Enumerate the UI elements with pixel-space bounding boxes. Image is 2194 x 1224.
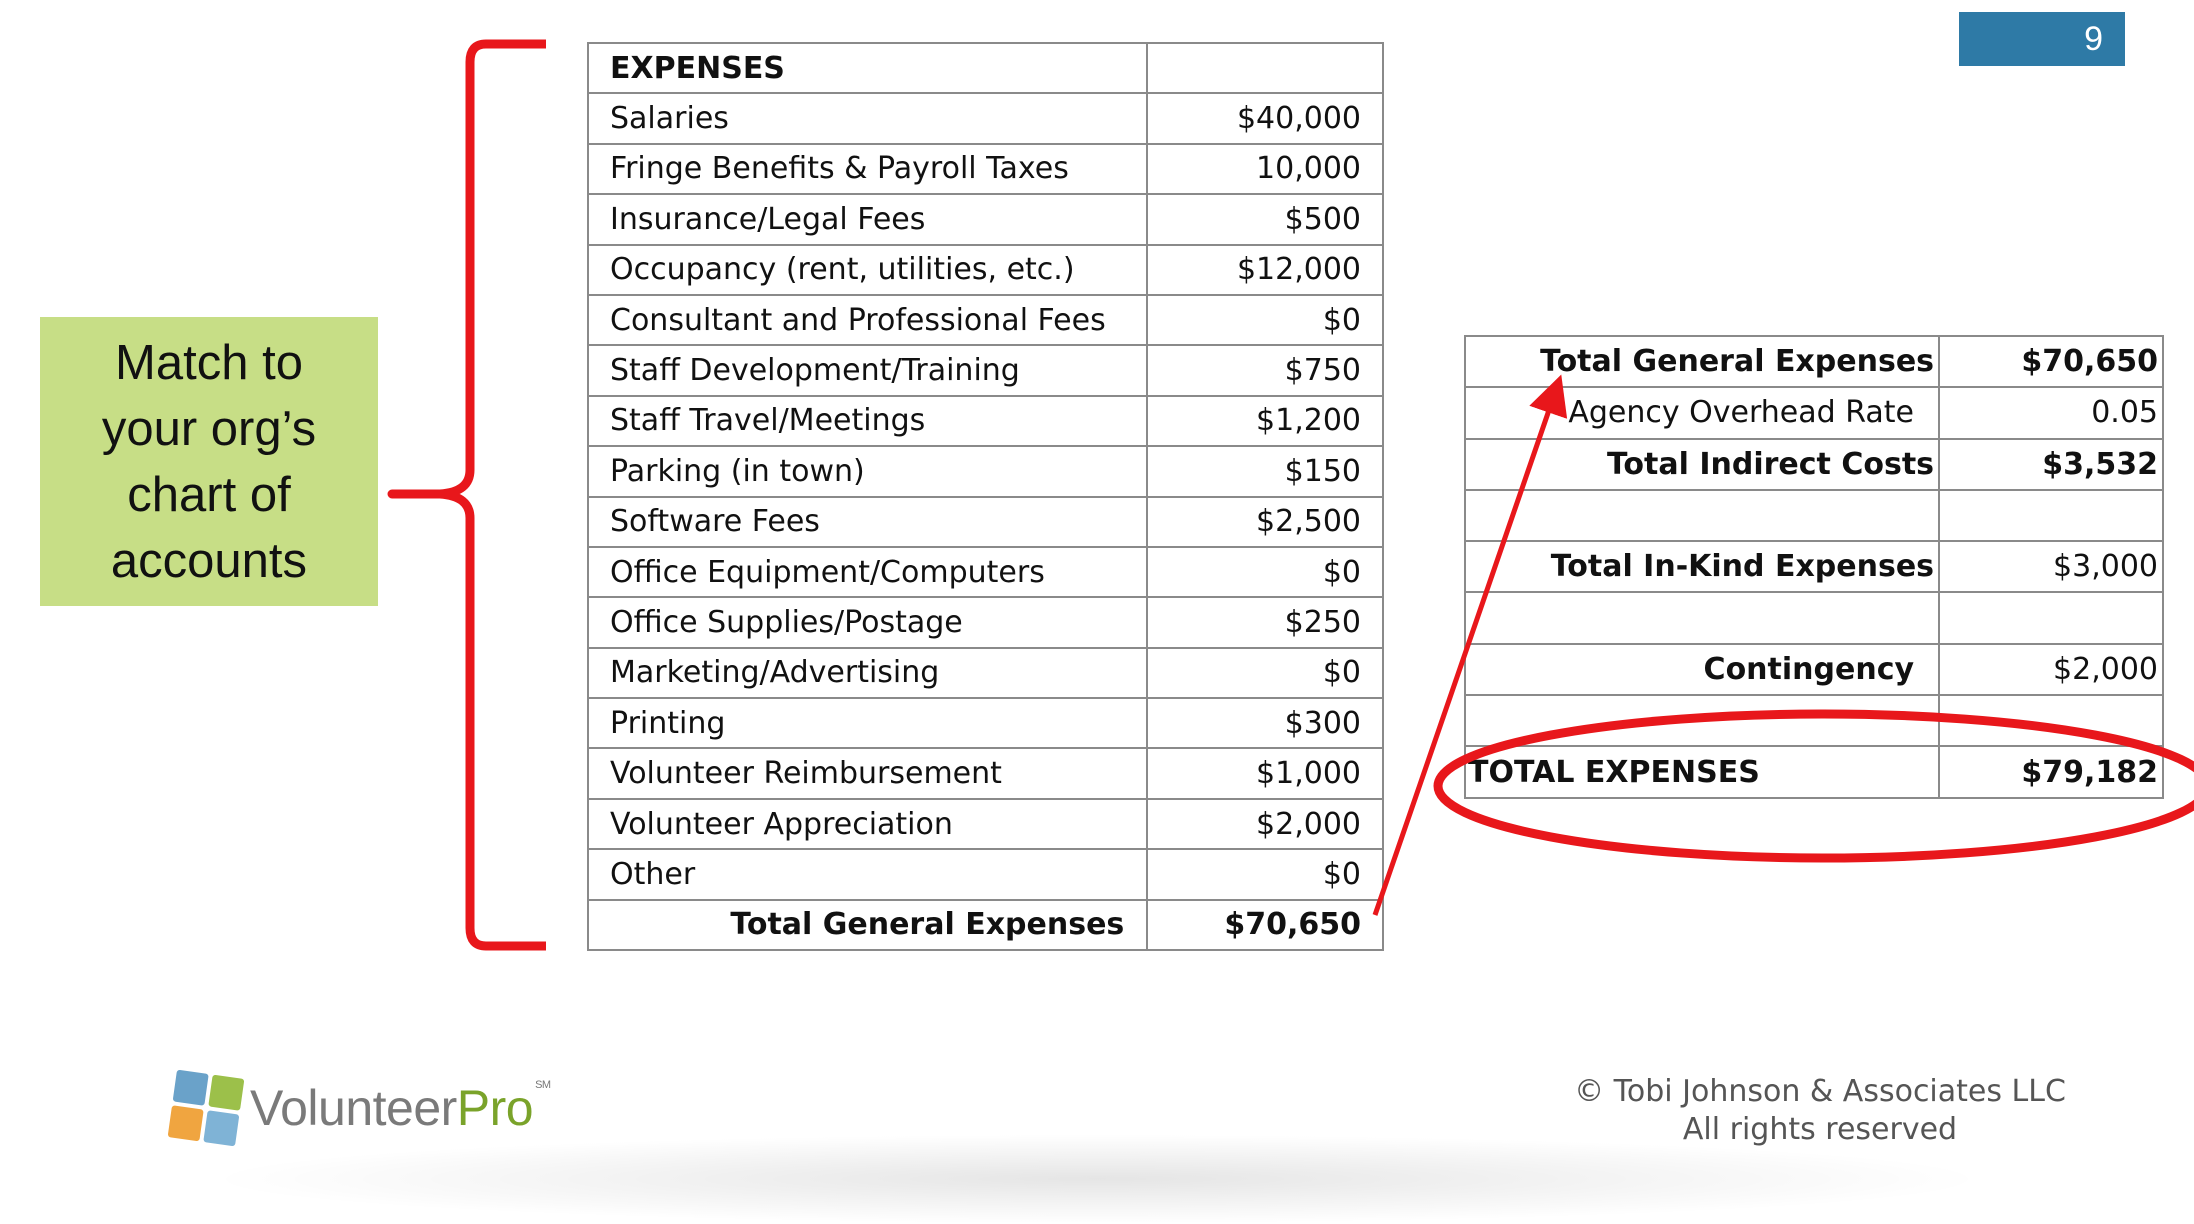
table-row: Parking (in town) $150: [586, 445, 1384, 498]
summary-table: Total General Expenses $70,650 Agency Ove…: [1463, 334, 2164, 799]
summary-value: $2,000: [1938, 642, 2164, 697]
row-label: Consultant and Professional Fees: [586, 293, 1149, 347]
row-label: Staff Travel/Meetings: [586, 394, 1149, 448]
table-row: Marketing/Advertising $0: [586, 646, 1384, 700]
summary-row: Total General Expenses $70,650: [1463, 334, 2164, 389]
row-label: Software Fees: [586, 495, 1149, 548]
table-row: Office Equipment/Computers $0: [586, 545, 1384, 599]
row-label: Insurance/Legal Fees: [586, 193, 1149, 246]
copyright-line-1: © Tobi Johnson & Associates LLC: [1574, 1074, 2066, 1109]
row-value: $250: [1146, 596, 1384, 649]
row-value: $1,000: [1146, 747, 1384, 800]
row-value: $40,000: [1146, 92, 1384, 145]
page-number: 9: [2084, 19, 2103, 58]
summary-label: Agency Overhead Rate: [1463, 386, 1941, 440]
table-row: Printing $300: [586, 697, 1384, 750]
row-label: Volunteer Appreciation: [586, 797, 1149, 851]
row-label: Marketing/Advertising: [586, 646, 1149, 700]
table-row: Insurance/Legal Fees $500: [586, 193, 1384, 246]
row-value: $150: [1146, 445, 1384, 498]
total-value: $70,650: [1146, 898, 1384, 952]
copyright-line-2: All rights reserved: [1682, 1112, 1958, 1147]
summary-value: 0.05: [1938, 386, 2164, 440]
row-value: $0: [1146, 293, 1384, 347]
row-value: $0: [1146, 848, 1384, 901]
table-total-row: Total General Expenses $70,650: [586, 898, 1384, 952]
row-label: Volunteer Reimbursement: [586, 747, 1149, 800]
row-label: Fringe Benefits & Payroll Taxes: [586, 142, 1149, 196]
row-value: $300: [1146, 697, 1384, 750]
row-label: Office Equipment/Computers: [586, 545, 1149, 599]
logo-service-mark: SM: [535, 1079, 551, 1091]
header-label: EXPENSES: [586, 41, 1149, 95]
row-value: 10,000: [1146, 142, 1384, 196]
row-value: $0: [1146, 646, 1384, 700]
table-row: Consultant and Professional Fees $0: [586, 293, 1384, 347]
summary-label: Contingency: [1463, 642, 1941, 697]
row-value: $1,200: [1146, 394, 1384, 448]
summary-row: [1463, 591, 2164, 645]
row-label: Occupancy (rent, utilities, etc.): [586, 243, 1149, 296]
summary-row: Total In-Kind Expenses $3,000: [1463, 540, 2164, 594]
chart-of-accounts-callout: Match to your org’s chart of accounts: [40, 317, 378, 606]
row-value: $500: [1146, 193, 1384, 246]
summary-row: [1463, 488, 2164, 543]
logo-pro-text: Pro: [456, 1080, 534, 1136]
table-row: Volunteer Appreciation $2,000: [586, 797, 1384, 851]
row-label: Staff Development/Training: [586, 344, 1149, 397]
row-value: $2,000: [1146, 797, 1384, 851]
summary-label: Total Indirect Costs: [1463, 437, 1941, 491]
row-label: Other: [586, 848, 1149, 901]
volunteerpro-logo: VolunteerPro SM: [167, 1069, 551, 1147]
row-value: $12,000: [1146, 243, 1384, 296]
summary-row: Total Indirect Costs $3,532: [1463, 437, 2164, 491]
summary-total-row: TOTAL EXPENSES $79,182: [1463, 745, 2164, 799]
expenses-table: EXPENSES Salaries $40,000 Fringe Benefits…: [586, 41, 1384, 952]
logo-mark-icon: [167, 1069, 245, 1147]
logo-wordmark: VolunteerPro SM: [250, 1079, 551, 1137]
row-value: $2,500: [1146, 495, 1384, 548]
summary-value: [1938, 488, 2164, 543]
row-label: Salaries: [586, 92, 1149, 145]
table-row: Volunteer Reimbursement $1,000: [586, 747, 1384, 800]
table-row: Salaries $40,000: [586, 92, 1384, 145]
summary-label: [1463, 591, 1941, 645]
table-row: Software Fees $2,500: [586, 495, 1384, 548]
table-row: Fringe Benefits & Payroll Taxes 10,000: [586, 142, 1384, 196]
row-label: Printing: [586, 697, 1149, 750]
logo-volunteer-text: Volunteer: [250, 1080, 457, 1136]
summary-value: [1938, 591, 2164, 645]
summary-total-label: TOTAL EXPENSES: [1463, 745, 1941, 799]
row-label: Office Supplies/Postage: [586, 596, 1149, 649]
summary-value: $70,650: [1938, 334, 2164, 389]
summary-label: [1463, 694, 1941, 748]
row-value: $0: [1146, 545, 1384, 599]
summary-value: $3,000: [1938, 540, 2164, 594]
table-row: Staff Development/Training $750: [586, 344, 1384, 397]
summary-row: Contingency $2,000: [1463, 642, 2164, 697]
total-label: Total General Expenses: [586, 898, 1149, 952]
table-row: Occupancy (rent, utilities, etc.) $12,000: [586, 243, 1384, 296]
summary-total-value: $79,182: [1938, 745, 2164, 799]
summary-label: Total General Expenses: [1463, 334, 1941, 389]
summary-value: [1938, 694, 2164, 748]
summary-value: $3,532: [1938, 437, 2164, 491]
row-label: Parking (in town): [586, 445, 1149, 498]
table-row: Staff Travel/Meetings $1,200: [586, 394, 1384, 448]
summary-row: Agency Overhead Rate 0.05: [1463, 386, 2164, 440]
summary-label: Total In-Kind Expenses: [1463, 540, 1941, 594]
table-row: Office Supplies/Postage $250: [586, 596, 1384, 649]
page-number-badge: 9: [1959, 12, 2125, 66]
header-value: [1146, 41, 1384, 95]
table-row: Other $0: [586, 848, 1384, 901]
curly-brace-annotation: [387, 39, 546, 951]
summary-label: [1463, 488, 1941, 543]
table-header-row: EXPENSES: [586, 41, 1384, 95]
summary-row: [1463, 694, 2164, 748]
row-value: $750: [1146, 344, 1384, 397]
copyright-notice: © Tobi Johnson & Associates LLC All righ…: [1520, 1073, 2120, 1149]
